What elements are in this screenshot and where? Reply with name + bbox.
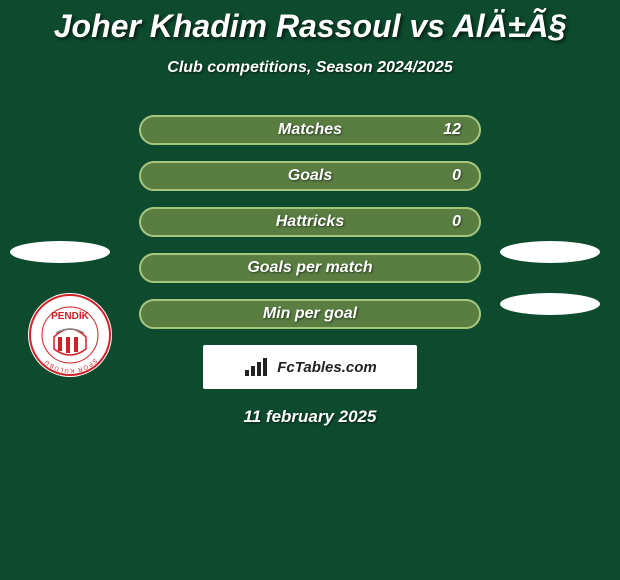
club-right-placeholder-icon	[500, 293, 600, 315]
club-badge-pendik-icon: PENDİK SPOR KULÜBÜ	[28, 293, 112, 377]
stat-value: 0	[452, 213, 461, 231]
stat-row: Goals 0	[139, 161, 481, 191]
stat-value: 12	[443, 121, 461, 139]
svg-text:PENDİK: PENDİK	[51, 309, 90, 322]
page-title: Joher Khadim Rassoul vs AlÄ±Ã§	[0, 0, 620, 45]
stats-area: PENDİK SPOR KULÜBÜ Matches12Goals0Hattri…	[0, 115, 620, 329]
stat-label: Matches	[278, 121, 342, 139]
player-left-placeholder-icon	[10, 241, 110, 263]
stat-label: Hattricks	[276, 213, 344, 231]
branding-text: FcTables.com	[277, 359, 376, 376]
stat-row: Min per goal	[139, 299, 481, 329]
stat-value: 0	[452, 167, 461, 185]
date-line: 11 february 2025	[0, 407, 620, 427]
branding-box: FcTables.com	[203, 345, 417, 389]
fctables-logo-icon	[243, 356, 271, 378]
subtitle: Club competitions, Season 2024/2025	[0, 59, 620, 77]
stat-row: Matches 12	[139, 115, 481, 145]
pendik-crest-icon: PENDİK SPOR KULÜBÜ	[28, 293, 112, 377]
player-right-placeholder-icon	[500, 241, 600, 263]
stat-row: Hattricks 0	[139, 207, 481, 237]
stat-label: Min per goal	[263, 305, 357, 323]
stat-row: Goals per match	[139, 253, 481, 283]
stat-label: Goals	[288, 167, 332, 185]
stat-label: Goals per match	[247, 259, 372, 277]
